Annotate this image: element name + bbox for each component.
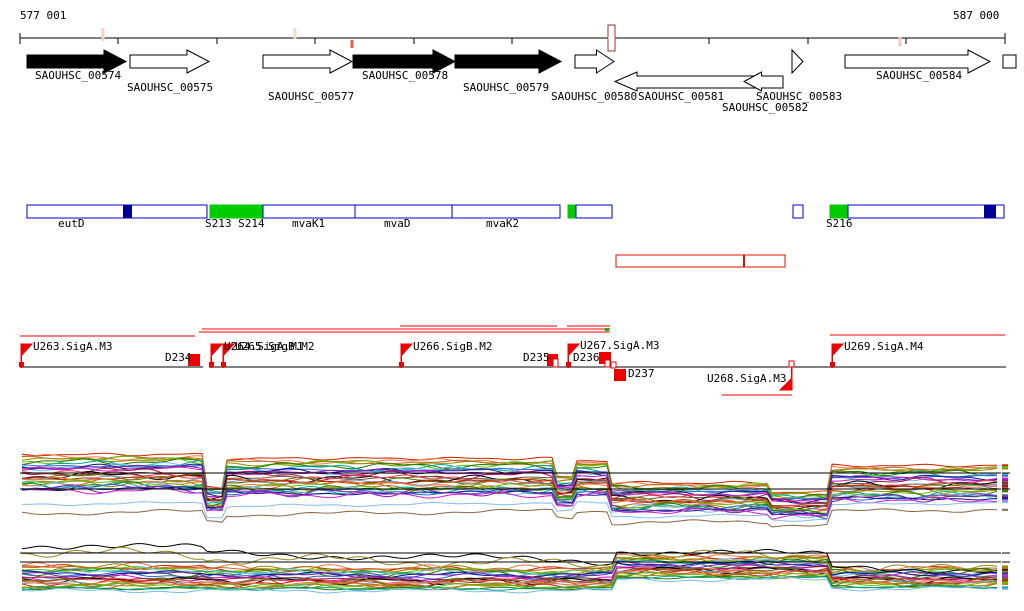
promoter-flag-u269.siga.m4[interactable] (831, 343, 845, 358)
gene-label: SAOUHSC_00580 (551, 90, 638, 103)
promoter-flag-base (566, 362, 571, 367)
feature-box[interactable] (575, 204, 613, 219)
gene-label: SAOUHSC_00578 (362, 69, 449, 82)
coverage-trace (21, 566, 998, 586)
coverage-trace (21, 479, 998, 514)
annotation-green-mark (605, 328, 609, 331)
promoter-flag-u264.siga.m1[interactable] (210, 343, 224, 358)
coverage-trace (21, 572, 998, 590)
coverage-trace (22, 487, 998, 520)
gene-label: SAOUHSC_00581 (638, 90, 725, 103)
promoter-flag-u268.siga.m3[interactable] (778, 376, 793, 391)
coverage-trace (21, 570, 998, 587)
gene-label: SAOUHSC_00577 (268, 90, 355, 103)
coverage-trace (21, 567, 998, 584)
terminator-box-d234[interactable] (188, 354, 200, 366)
lower-coverage-plot[interactable] (21, 543, 1008, 594)
feature-label: mvaD (384, 217, 411, 230)
coverage-trace (21, 576, 998, 594)
promoter-flag-u266.sigb.m2[interactable] (400, 343, 414, 358)
promoter-flag-u263.siga.m3[interactable] (20, 343, 34, 358)
promoter-label: U264.SigA.M1 (224, 340, 304, 353)
gene-label: SAOUHSC_00574 (35, 69, 122, 82)
feature-inner-mark (123, 205, 132, 218)
promoter-label: U266.SigB.M2 (413, 340, 493, 353)
gene-arrow-saouhsc_00580[interactable] (574, 49, 615, 74)
coverage-trace (21, 575, 998, 591)
terminator-tick (552, 358, 559, 368)
gene-label: SAOUHSC_00582 (722, 101, 809, 114)
promoter-label: U268.SigA.M3 (707, 372, 787, 385)
terminator-box-d237[interactable] (614, 369, 626, 381)
gene-arrow-saouhsc_00574[interactable] (26, 49, 128, 74)
ruler-end-coordinate: 587 000 (953, 9, 1000, 22)
coverage-trace (21, 452, 997, 494)
ruler-start-coordinate: 577 001 (20, 9, 67, 22)
coverage-trace (21, 575, 998, 591)
coverage-trace (21, 508, 998, 528)
promoter-label: U269.SigA.M4 (844, 340, 924, 353)
feature-label: mvaK2 (486, 217, 520, 230)
feature-box-mvak2[interactable] (451, 204, 561, 219)
promoter-flag-base (399, 362, 404, 367)
coverage-trace (22, 546, 998, 574)
feature-box-eutd[interactable] (26, 204, 208, 219)
feature-label: S213 S214 (205, 217, 265, 230)
gene-arrow-saouhsc_00577[interactable] (262, 49, 354, 74)
feature-label: eutD (58, 217, 85, 230)
upper-coverage-plot[interactable] (21, 452, 1008, 528)
terminator-tick (610, 361, 617, 369)
feature-box[interactable] (847, 204, 1005, 219)
terminator-label: D235 (523, 351, 550, 364)
terminator-label: D236 (573, 351, 600, 364)
terminator-label: D234 (165, 351, 192, 364)
gene-label: SAOUHSC_00584 (876, 69, 963, 82)
terminator-tick (604, 359, 611, 368)
transcript-box[interactable] (615, 254, 786, 268)
coverage-trace (21, 457, 998, 501)
gene-arrow-partial[interactable] (1002, 54, 1017, 69)
promoter-flag-notch (788, 360, 795, 368)
gene-label: SAOUHSC_00583 (756, 90, 843, 103)
feature-box[interactable] (792, 204, 804, 219)
promoter-label: U263.SigA.M3 (33, 340, 113, 353)
feature-label: mvaK1 (292, 217, 326, 230)
terminator-label: D237 (628, 367, 655, 380)
coverage-trace (21, 475, 998, 508)
promoter-label: U267.SigA.M3 (580, 339, 660, 352)
coverage-trace (21, 558, 998, 579)
coverage-trace (21, 464, 998, 503)
feature-box[interactable] (567, 204, 577, 219)
feature-inner-mark (984, 205, 996, 218)
gene-arrow-saouhsc_00583[interactable] (791, 48, 804, 75)
promoter-flag-base (209, 362, 214, 367)
gene-arrow-saouhsc_00578[interactable] (352, 49, 457, 74)
gene-arrow-saouhsc_00579[interactable] (454, 49, 563, 74)
gene-arrow-saouhsc_00582[interactable] (742, 71, 784, 92)
gene-arrow-saouhsc_00584[interactable] (844, 49, 992, 74)
gene-label: SAOUHSC_00575 (127, 81, 214, 94)
coverage-trace (22, 501, 998, 522)
gene-label: SAOUHSC_00579 (463, 81, 550, 94)
gene-arrow-saouhsc_00575[interactable] (129, 49, 211, 74)
promoter-label: U265.SigB.M2 (235, 340, 315, 353)
promoter-flag-base (830, 362, 835, 367)
promoter-flag-base (221, 362, 226, 367)
feature-label: S216 (826, 217, 853, 230)
promoter-flag-base (19, 362, 24, 367)
